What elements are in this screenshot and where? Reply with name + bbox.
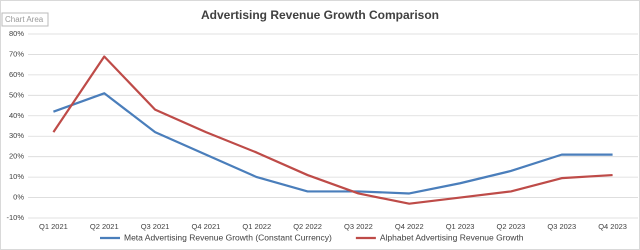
x-tick-label: Q3 2021 xyxy=(141,222,170,231)
x-tick-label: Q1 2023 xyxy=(446,222,475,231)
legend-label: Alphabet Advertising Revenue Growth xyxy=(380,232,524,242)
x-tick-label: Q2 2021 xyxy=(90,222,119,231)
y-tick-label: 70% xyxy=(9,49,24,58)
y-tick-label: -10% xyxy=(6,213,24,222)
y-tick-label: 10% xyxy=(9,172,24,181)
x-tick-label: Q2 2023 xyxy=(497,222,526,231)
x-tick-label: Q1 2022 xyxy=(242,222,271,231)
x-tick-label: Q4 2022 xyxy=(395,222,424,231)
x-tick-label: Q4 2021 xyxy=(192,222,221,231)
y-tick-label: 40% xyxy=(9,111,24,120)
y-tick-label: 80% xyxy=(9,29,24,38)
y-tick-label: 20% xyxy=(9,152,24,161)
x-tick-label: Q3 2022 xyxy=(344,222,373,231)
x-tick-label: Q1 2021 xyxy=(39,222,68,231)
tooltip: Chart Area xyxy=(5,15,44,24)
tooltip-box xyxy=(1,12,49,27)
chart-title: Advertising Revenue Growth Comparison xyxy=(201,8,439,22)
series-line xyxy=(52,55,613,205)
x-tick-label: Q3 2023 xyxy=(547,222,576,231)
x-tick-label: Q4 2023 xyxy=(598,222,627,231)
y-tick-label: 0% xyxy=(13,193,24,202)
y-tick-label: 60% xyxy=(9,70,24,79)
series-line xyxy=(53,92,613,195)
legend-label: Meta Advertising Revenue Growth (Constan… xyxy=(124,232,332,242)
y-tick-label: 30% xyxy=(9,131,24,140)
y-tick-label: 50% xyxy=(9,90,24,99)
x-tick-label: Q2 2022 xyxy=(293,222,322,231)
